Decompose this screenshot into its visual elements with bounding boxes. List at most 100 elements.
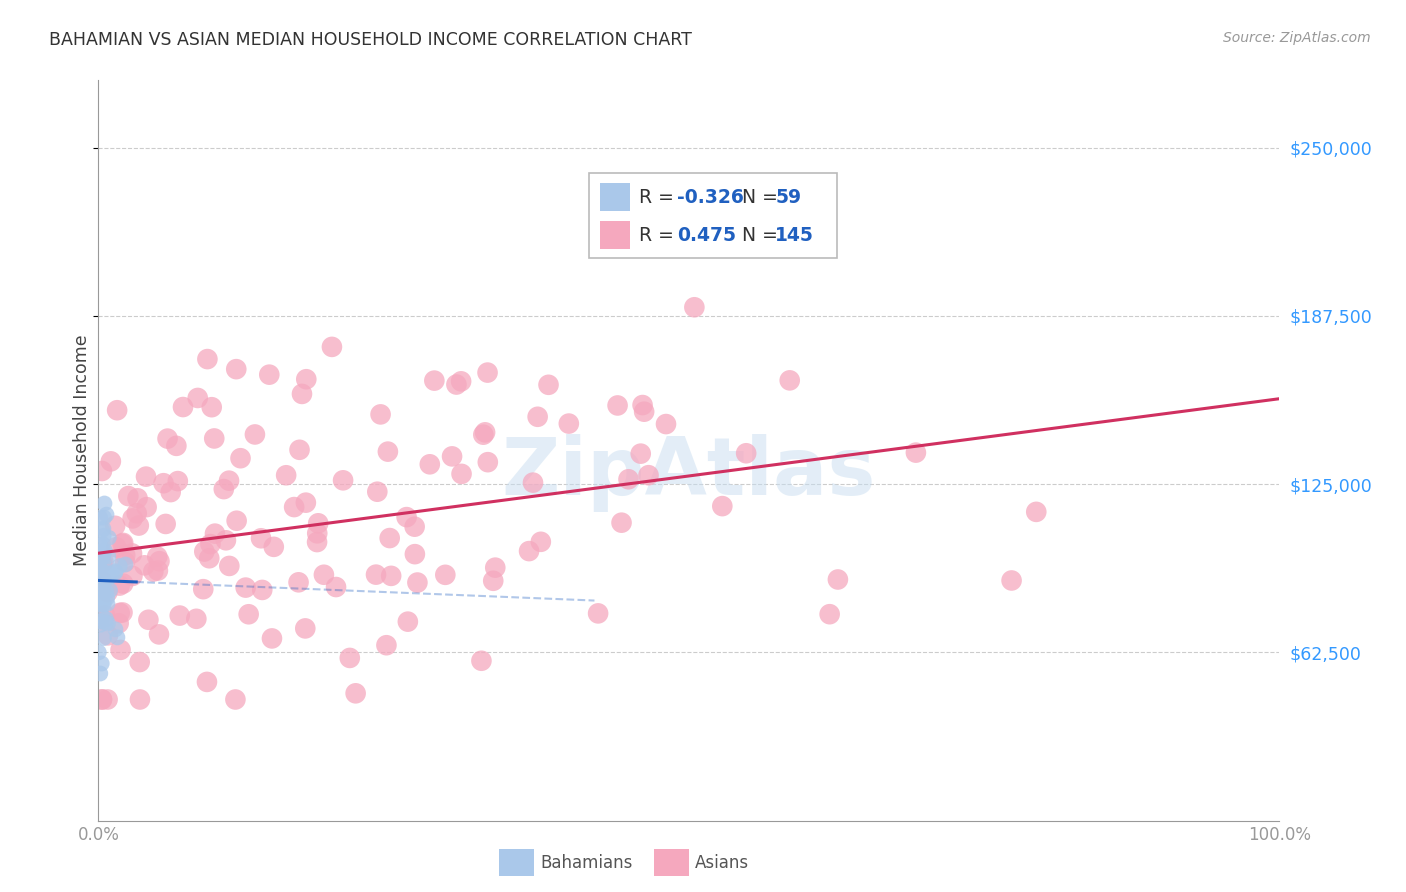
Point — [105, 403, 128, 417]
Point — [112, 576, 135, 591]
Point — [339, 651, 361, 665]
Point — [91, 549, 114, 563]
Point — [558, 417, 581, 431]
Point — [146, 564, 169, 578]
Point — [450, 467, 472, 481]
Point — [91, 692, 114, 706]
Point — [419, 458, 441, 472]
Point — [100, 567, 122, 582]
Point — [364, 567, 387, 582]
Point — [91, 692, 114, 706]
Point — [121, 569, 143, 583]
Point — [91, 543, 114, 558]
Point — [87, 567, 110, 582]
Point — [135, 469, 157, 483]
Point — [229, 451, 252, 466]
Point — [159, 485, 181, 500]
Point — [212, 482, 235, 496]
Point — [198, 551, 221, 566]
Point — [93, 558, 115, 572]
Point — [90, 657, 112, 671]
Point — [450, 375, 472, 389]
Point — [93, 496, 115, 510]
Point — [263, 540, 285, 554]
Point — [225, 362, 247, 376]
Point — [105, 541, 128, 555]
Point — [586, 607, 609, 621]
Point — [107, 616, 129, 631]
Point — [637, 468, 659, 483]
Point — [375, 638, 398, 652]
Point — [125, 506, 148, 520]
Point — [148, 554, 170, 568]
Point — [89, 538, 111, 552]
Point — [218, 558, 240, 573]
Point — [291, 387, 314, 401]
Point — [287, 575, 309, 590]
Point — [633, 405, 655, 419]
Y-axis label: Median Household Income: Median Household Income — [73, 334, 91, 566]
Point — [93, 598, 115, 612]
Point — [484, 560, 506, 574]
Point — [91, 523, 114, 537]
Point — [97, 628, 120, 642]
Point — [112, 536, 135, 550]
Point — [91, 464, 114, 478]
Point — [477, 455, 499, 469]
Point — [91, 597, 114, 611]
Point — [470, 654, 492, 668]
Point — [91, 537, 114, 551]
Point — [94, 615, 117, 630]
Point — [344, 686, 367, 700]
Point — [827, 573, 849, 587]
Point — [215, 533, 238, 548]
Text: Source: ZipAtlas.com: Source: ZipAtlas.com — [1223, 31, 1371, 45]
Point — [97, 531, 120, 545]
Point — [295, 372, 318, 386]
Point — [606, 399, 628, 413]
FancyBboxPatch shape — [600, 183, 630, 211]
Point — [152, 476, 174, 491]
Point — [193, 582, 215, 597]
Point — [325, 580, 347, 594]
Point — [96, 591, 118, 605]
Point — [238, 607, 260, 622]
Point — [250, 531, 273, 545]
Point — [93, 522, 115, 536]
Point — [96, 566, 118, 581]
Point — [114, 548, 136, 562]
Point — [260, 632, 283, 646]
Point — [370, 408, 392, 422]
Point — [87, 645, 110, 659]
Point — [94, 608, 117, 623]
Point — [129, 692, 152, 706]
Point — [155, 516, 177, 531]
Point — [172, 400, 194, 414]
Point — [90, 615, 112, 629]
Point — [93, 529, 115, 543]
Point — [252, 582, 274, 597]
Point — [904, 445, 927, 459]
Point — [90, 617, 112, 632]
Point — [104, 623, 127, 637]
Point — [156, 432, 179, 446]
Point — [98, 570, 121, 584]
Point — [91, 580, 114, 594]
Point — [202, 432, 225, 446]
Point — [446, 377, 468, 392]
Point — [321, 340, 343, 354]
Point — [288, 442, 311, 457]
Point — [169, 608, 191, 623]
Point — [89, 597, 111, 611]
Point — [225, 514, 247, 528]
Text: ZipAtlas: ZipAtlas — [502, 434, 876, 512]
Point — [91, 586, 114, 600]
Point — [148, 627, 170, 641]
Point — [96, 597, 118, 611]
Point — [243, 427, 266, 442]
Point — [526, 409, 548, 424]
Point — [235, 581, 257, 595]
Point — [617, 472, 640, 486]
Point — [423, 374, 446, 388]
Point — [197, 352, 219, 367]
